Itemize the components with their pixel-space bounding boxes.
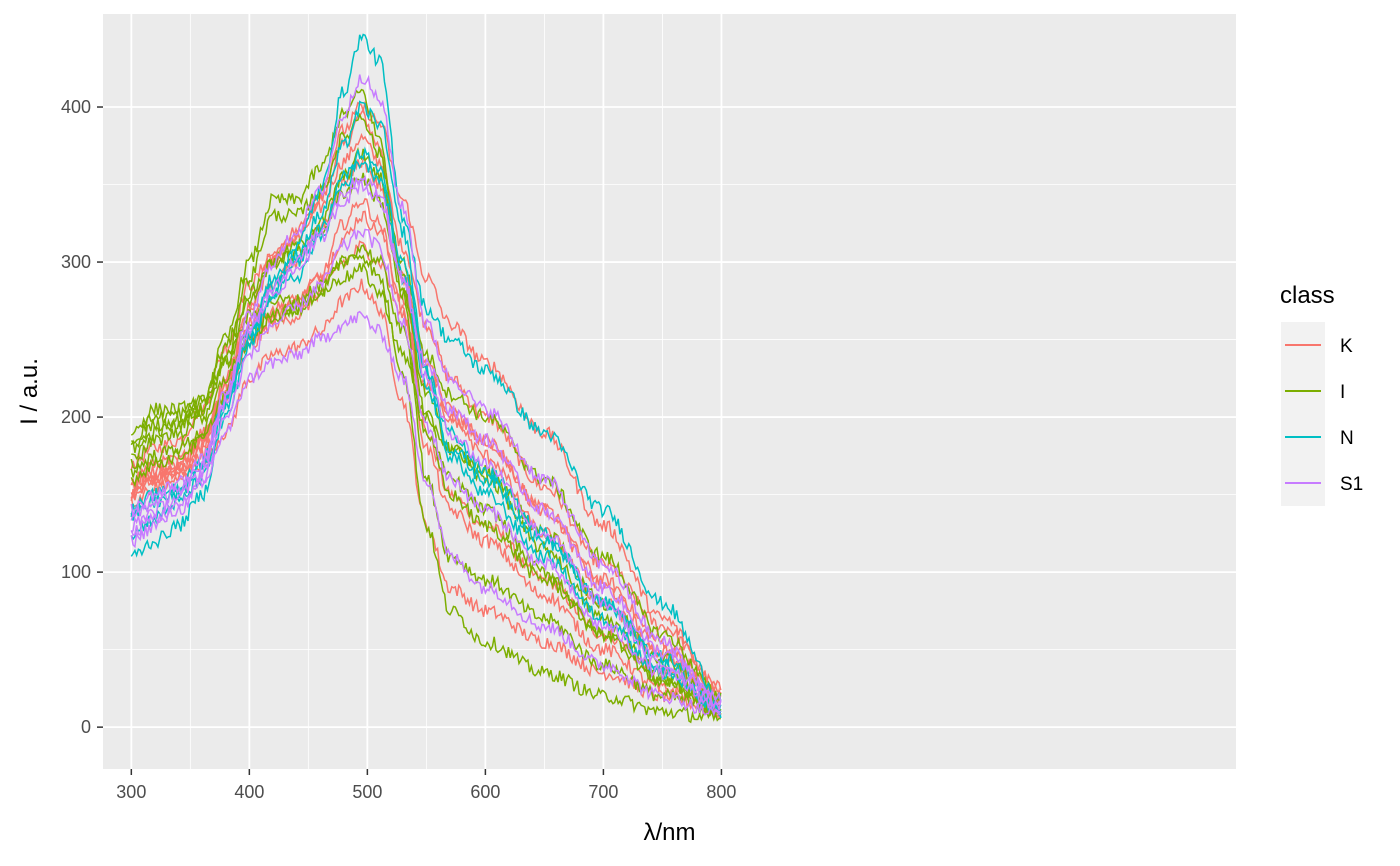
major-gridlines (103, 14, 1236, 769)
y-axis: 0 100 200 300 400 (61, 97, 103, 737)
minor-gridlines (103, 14, 1236, 769)
legend-label-I: I (1340, 382, 1345, 403)
y-tick-label: 300 (61, 252, 91, 272)
legend-label-S1: S1 (1340, 474, 1363, 495)
series-line-I-10 (130, 244, 722, 715)
y-tick-label: 200 (61, 407, 91, 427)
legend-title: class (1280, 282, 1335, 309)
x-tick-label: 400 (234, 782, 264, 802)
x-tick-label: 500 (352, 782, 382, 802)
y-tick-label: 0 (81, 717, 91, 737)
series-line-S1-20 (130, 175, 722, 711)
series-line-N-15 (130, 33, 722, 702)
spectra-lines (130, 33, 722, 724)
legend-label-K: K (1340, 336, 1353, 357)
series-line-S1-23 (130, 180, 722, 703)
series-line-I-14 (131, 112, 722, 718)
legend-label-N: N (1340, 428, 1354, 449)
x-axis-title: λ/nm (643, 819, 695, 846)
y-axis-title: I / a.u. (16, 358, 43, 425)
plot-panel (103, 14, 1236, 769)
x-axis: 300 400 500 600 700 800 (116, 769, 736, 802)
series-line-N-17 (130, 146, 722, 717)
x-tick-label: 300 (116, 782, 146, 802)
x-tick-label: 800 (706, 782, 736, 802)
series-line-S1-21 (130, 74, 722, 708)
legend-items: K I N S1 (1281, 322, 1363, 506)
series-line-S1-19 (130, 310, 722, 717)
x-tick-label: 700 (588, 782, 618, 802)
series-line-S1-22 (130, 228, 722, 714)
legend: class K I N S1 (1280, 282, 1363, 506)
y-tick-label: 400 (61, 97, 91, 117)
y-tick-label: 100 (61, 562, 91, 582)
series-line-I-9 (131, 147, 722, 702)
x-tick-label: 600 (470, 782, 500, 802)
series-line-I-8 (130, 88, 721, 717)
series-line-I-11 (130, 254, 721, 724)
